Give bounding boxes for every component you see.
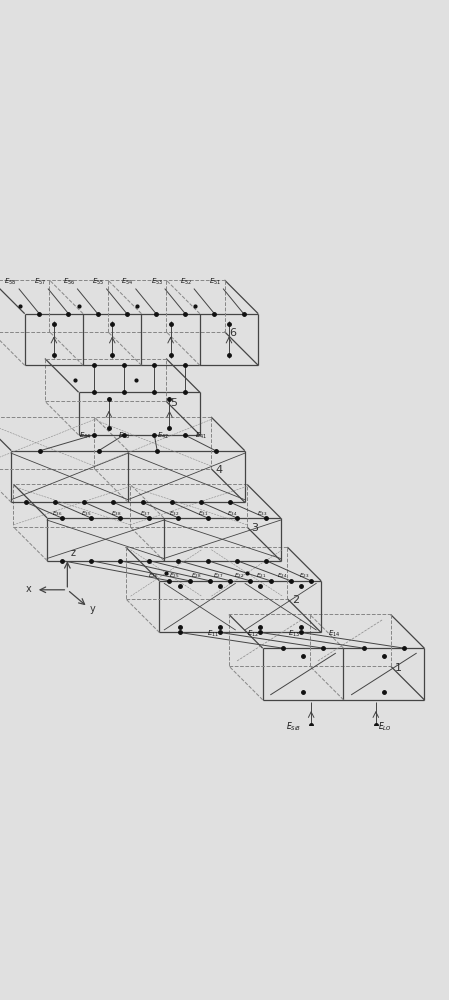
Text: $E_{28}$: $E_{28}$ [191, 571, 202, 580]
Text: $E_{52}$: $E_{52}$ [180, 277, 192, 287]
Text: $E_{34}$: $E_{34}$ [227, 509, 238, 518]
Text: $E_{LO}$: $E_{LO}$ [378, 721, 392, 733]
Text: $E_{42}$: $E_{42}$ [157, 431, 169, 441]
Text: $E_{27}$: $E_{27}$ [213, 571, 223, 580]
Text: $E_{56}$: $E_{56}$ [63, 277, 75, 287]
Text: $E_{57}$: $E_{57}$ [34, 277, 46, 287]
Text: $E_{12}$: $E_{12}$ [247, 628, 260, 639]
Text: 5: 5 [171, 398, 178, 408]
Text: y: y [90, 604, 96, 614]
Text: 3: 3 [251, 523, 259, 533]
Text: $E_{33}$: $E_{33}$ [257, 509, 267, 518]
Text: $E_{58}$: $E_{58}$ [4, 277, 17, 287]
Text: z: z [71, 548, 76, 558]
Text: $E_{31}$: $E_{31}$ [198, 509, 209, 518]
Text: $E_{21}$: $E_{21}$ [256, 571, 266, 580]
Text: $E_{36}$: $E_{36}$ [52, 509, 63, 518]
Text: x: x [26, 584, 32, 594]
Text: $E_{44}$: $E_{44}$ [79, 431, 92, 441]
Text: $E_{24}$: $E_{24}$ [277, 571, 288, 580]
Text: 6: 6 [229, 328, 236, 338]
Text: $E_{14}$: $E_{14}$ [328, 628, 340, 639]
Text: $E_{26}$: $E_{26}$ [148, 571, 158, 580]
Text: $E_{37}$: $E_{37}$ [140, 509, 150, 518]
Text: $E_{43}$: $E_{43}$ [118, 431, 130, 441]
Text: 4: 4 [216, 465, 223, 475]
Text: $E_{54}$: $E_{54}$ [121, 277, 133, 287]
Text: $E_{41}$: $E_{41}$ [195, 431, 207, 441]
Text: $E_{51}$: $E_{51}$ [209, 277, 221, 287]
Text: $E_{SiB}$: $E_{SiB}$ [286, 721, 302, 733]
Text: $E_{22}$: $E_{22}$ [234, 571, 245, 580]
Text: $E_{53}$: $E_{53}$ [150, 277, 163, 287]
Text: $E_{25}$: $E_{25}$ [170, 571, 180, 580]
Text: $E_{13}$: $E_{13}$ [287, 628, 300, 639]
Text: $E_{35}$: $E_{35}$ [82, 509, 92, 518]
Text: $E_{32}$: $E_{32}$ [169, 509, 180, 518]
Text: $E_{55}$: $E_{55}$ [92, 277, 104, 287]
Text: $E_{11}$: $E_{11}$ [207, 628, 219, 639]
Text: 2: 2 [292, 595, 299, 605]
Text: $E_{23}$: $E_{23}$ [299, 571, 309, 580]
Text: 1: 1 [395, 663, 402, 673]
Text: $E_{38}$: $E_{38}$ [110, 509, 121, 518]
